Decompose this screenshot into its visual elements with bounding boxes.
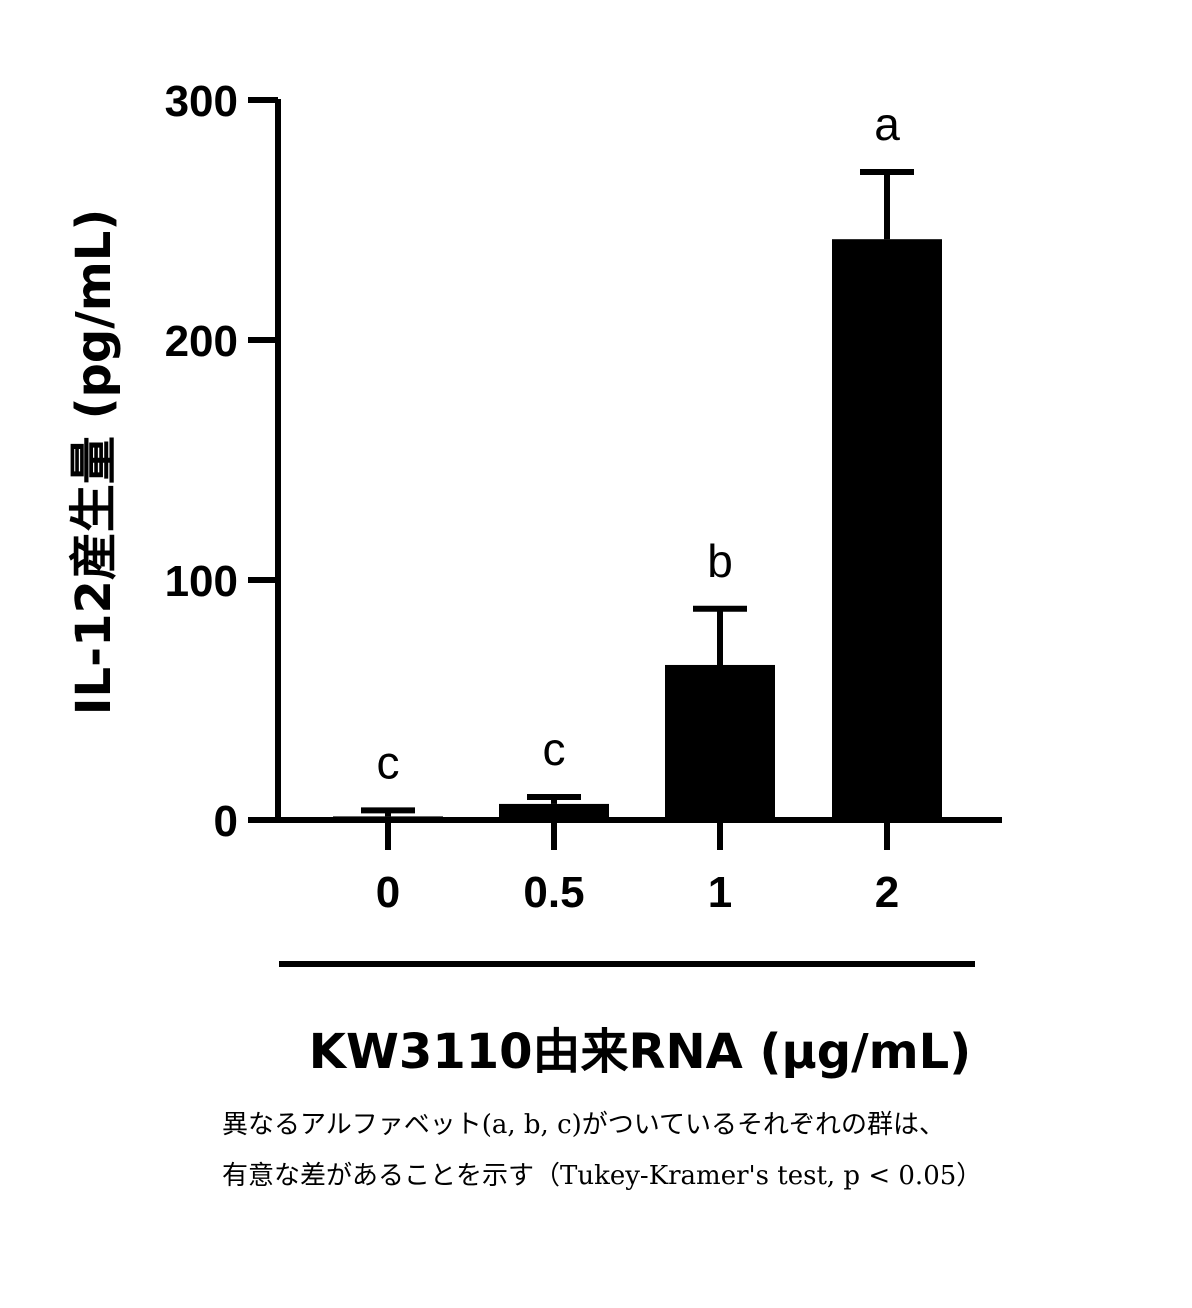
x-tick-label: 2 bbox=[875, 868, 899, 917]
y-tick-label: 200 bbox=[165, 317, 238, 366]
footnote-line-1: 異なるアルファベット(a, b, c)がついているそれぞれの群は、 bbox=[222, 1110, 946, 1140]
y-tick-label: 100 bbox=[165, 557, 238, 606]
x-tick-label: 1 bbox=[708, 868, 732, 917]
significance-letter: c bbox=[543, 723, 566, 775]
bar-2 bbox=[832, 239, 942, 820]
x-axis-label: KW3110由来RNA (μg/mL) bbox=[309, 1024, 971, 1080]
y-axis-label: IL-12産生量 (pg/mL) bbox=[66, 209, 122, 716]
y-tick-label: 300 bbox=[165, 77, 238, 126]
y-tick-label: 0 bbox=[214, 797, 238, 846]
x-tick-label: 0 bbox=[376, 868, 400, 917]
bar-0.5 bbox=[499, 803, 609, 820]
significance-letter: a bbox=[874, 98, 900, 150]
bar-1 bbox=[665, 664, 775, 820]
significance-letter: c bbox=[377, 736, 400, 788]
x-tick-label: 0.5 bbox=[523, 868, 584, 917]
significance-letter: b bbox=[707, 535, 733, 587]
footnote-line-2: 有意な差があることを示す（Tukey-Kramer's test, p < 0.… bbox=[222, 1161, 983, 1191]
